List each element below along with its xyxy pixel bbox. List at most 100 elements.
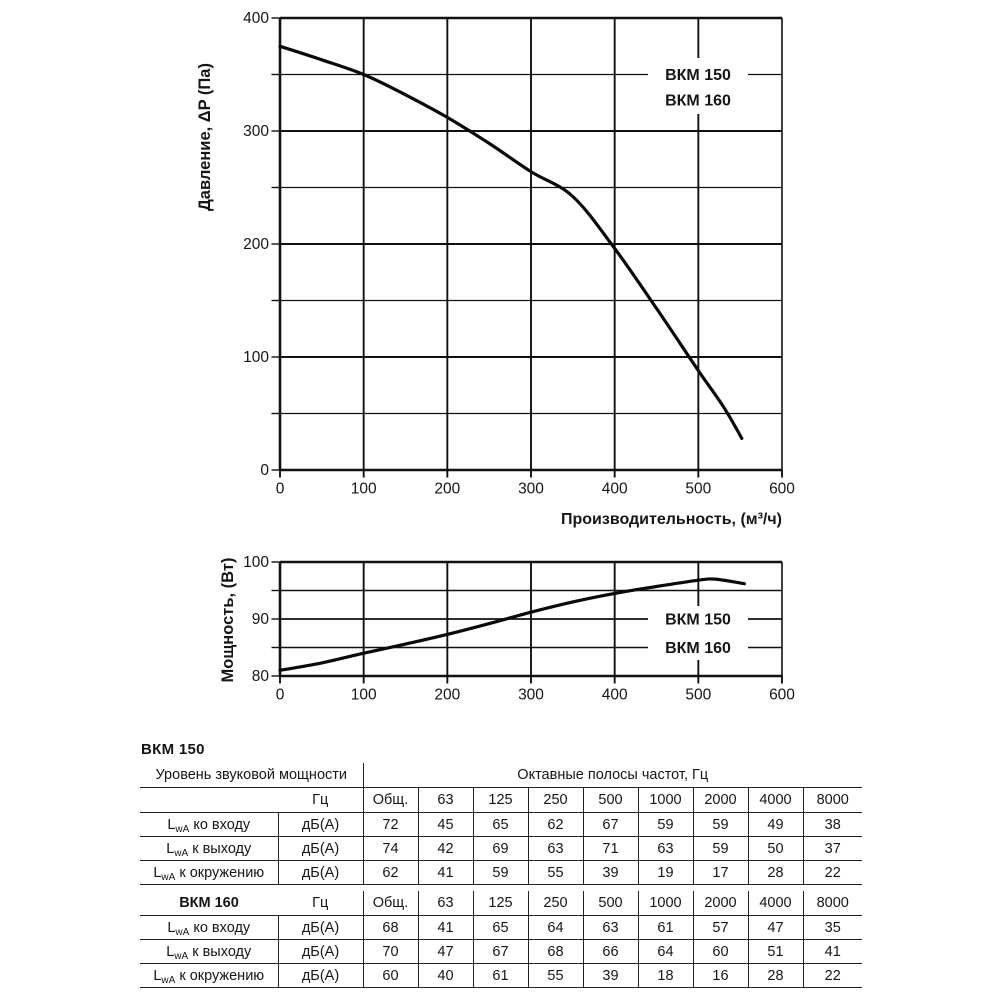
value-cell: 28 <box>747 860 803 885</box>
value-cell: 45 <box>417 812 473 837</box>
legend-label: ВКМ 150 <box>665 612 731 629</box>
sound-power-table: Уровень звуковой мощности Октавные полосы… <box>140 763 862 885</box>
freq-header-cell: 1000 <box>637 787 693 813</box>
label-subscript: wA <box>174 847 189 859</box>
freq-header-cell: 8000 <box>802 787 862 813</box>
freq-header-cell: 4000 <box>747 787 803 813</box>
value-cell: 55 <box>527 860 583 885</box>
group-header-row: Уровень звуковой мощности Октавные полосы… <box>140 763 862 788</box>
unit-header-cell: Гц <box>278 891 363 916</box>
x-tick-label: 200 <box>434 481 460 498</box>
x-tick-label: 0 <box>276 481 285 498</box>
value-cell: 62 <box>362 860 418 885</box>
value-cell: 59 <box>692 812 748 837</box>
y-tick-label: 100 <box>243 554 269 571</box>
value-cell: 64 <box>527 915 583 940</box>
label-subscript: wA <box>161 974 176 986</box>
fan-performance-charts: 0 100 200 300 400 0 100 200 300 400 500 600 ВКМ 150 В… <box>196 10 795 703</box>
label-subscript: wA <box>161 871 176 883</box>
value-cell: 50 <box>747 836 803 861</box>
table-title-cell: ВКМ 160 <box>140 891 278 916</box>
x-tick-label: 400 <box>602 481 628 498</box>
value-cell: 51 <box>747 939 803 964</box>
x-tick-label: 300 <box>518 481 544 498</box>
value-cell: 18 <box>637 963 693 988</box>
value-cell: 69 <box>472 836 528 861</box>
x-tick-label: 200 <box>434 687 460 704</box>
value-cell: 63 <box>527 836 583 861</box>
value-cell: 62 <box>527 812 583 837</box>
y-tick-label: 100 <box>243 349 269 366</box>
value-cell: 66 <box>582 939 638 964</box>
value-cell: 17 <box>692 860 748 885</box>
value-cell: 71 <box>582 836 638 861</box>
value-cell: 57 <box>692 915 748 940</box>
y-tick-label: 200 <box>243 236 269 253</box>
y-tick-label: 0 <box>260 462 269 479</box>
table-row: LwA к выходу дБ(А) 70 47 67 68 66 64 60 51 41 <box>140 939 862 964</box>
freq-header-cell: 4000 <box>747 891 803 916</box>
value-cell: 60 <box>362 963 418 988</box>
value-cell: 16 <box>692 963 748 988</box>
label-subscript: wA <box>174 950 189 962</box>
legend-label: ВКМ 160 <box>665 93 731 110</box>
y-tick-label: 90 <box>252 611 270 628</box>
freq-header-cell: 1000 <box>637 891 693 916</box>
row-label-cell: LwA к выходу <box>140 836 278 861</box>
value-cell: 68 <box>527 939 583 964</box>
freq-header-cell: 125 <box>472 891 528 916</box>
value-cell: 19 <box>637 860 693 885</box>
unit-header-cell: Гц <box>278 787 363 813</box>
value-cell: 61 <box>637 915 693 940</box>
pressure-fan-curve <box>278 44 744 440</box>
group-header-right: Октавные полосы частот, Гц <box>362 763 862 788</box>
x-tick-label: 600 <box>769 687 795 704</box>
value-cell: 65 <box>472 915 528 940</box>
table-row: LwA к окружению дБ(А) 62 41 59 55 39 19 17 28 22 <box>140 860 862 885</box>
legend-label: ВКМ 150 <box>665 67 731 84</box>
value-cell: 47 <box>747 915 803 940</box>
freq-header-cell: 125 <box>472 787 528 813</box>
value-cell: 41 <box>417 915 473 940</box>
y-tick-label: 300 <box>243 123 269 140</box>
value-cell: 39 <box>582 860 638 885</box>
row-label-cell: LwA ко входу <box>140 812 278 837</box>
value-cell: 40 <box>417 963 473 988</box>
value-cell: 67 <box>582 812 638 837</box>
table-row: LwA ко входу дБ(А) 68 41 65 64 63 61 57 47 35 <box>140 915 862 940</box>
y-tick-label: 400 <box>243 10 269 27</box>
freq-header-cell: Общ. <box>362 787 418 813</box>
x-tick-label: 600 <box>769 481 795 498</box>
value-cell: 70 <box>362 939 418 964</box>
group-header-left: Уровень звуковой мощности <box>140 763 363 788</box>
freq-header-cell: 8000 <box>802 891 862 916</box>
freq-header-cell: 500 <box>582 787 638 813</box>
pressure-y-axis-title: Давление, ΔP (Па) <box>196 63 214 211</box>
value-cell: 59 <box>637 812 693 837</box>
label-subscript: wA <box>175 823 190 835</box>
value-cell: 38 <box>802 812 862 837</box>
value-cell: 55 <box>527 963 583 988</box>
value-cell: 35 <box>802 915 862 940</box>
row-label-cell: LwA к выходу <box>140 939 278 964</box>
freq-header-cell: 250 <box>527 787 583 813</box>
freq-header-cell: 63 <box>417 787 473 813</box>
value-cell: 64 <box>637 939 693 964</box>
value-cell: 67 <box>472 939 528 964</box>
x-tick-label: 300 <box>518 687 544 704</box>
x-tick-label: 500 <box>685 481 711 498</box>
x-tick-label: 100 <box>351 481 377 498</box>
sound-power-table: ВКМ 160 Гц Общ. 63 125 250 500 1000 2000 4000 8000… <box>140 891 862 988</box>
power-fan-curve <box>278 577 746 672</box>
x-tick-label: 400 <box>602 687 628 704</box>
value-cell: 49 <box>747 812 803 837</box>
value-cell: 60 <box>692 939 748 964</box>
row-label-cell: LwA ко входу <box>140 915 278 940</box>
freq-header-cell: 63 <box>417 891 473 916</box>
power-curve-chart: 80 90 100 0 100 200 300 400 500 600 ВКМ 150 ВКМ 160… <box>219 554 795 703</box>
legend-label: ВКМ 160 <box>665 640 731 657</box>
flow-x-axis-title: Производительность, (м³/ч) <box>561 511 782 528</box>
row-label-cell: LwA к окружению <box>140 963 278 988</box>
value-cell: 63 <box>582 915 638 940</box>
table-row: LwA к выходу дБ(А) 74 42 69 63 71 63 59 50 37 <box>140 836 862 861</box>
